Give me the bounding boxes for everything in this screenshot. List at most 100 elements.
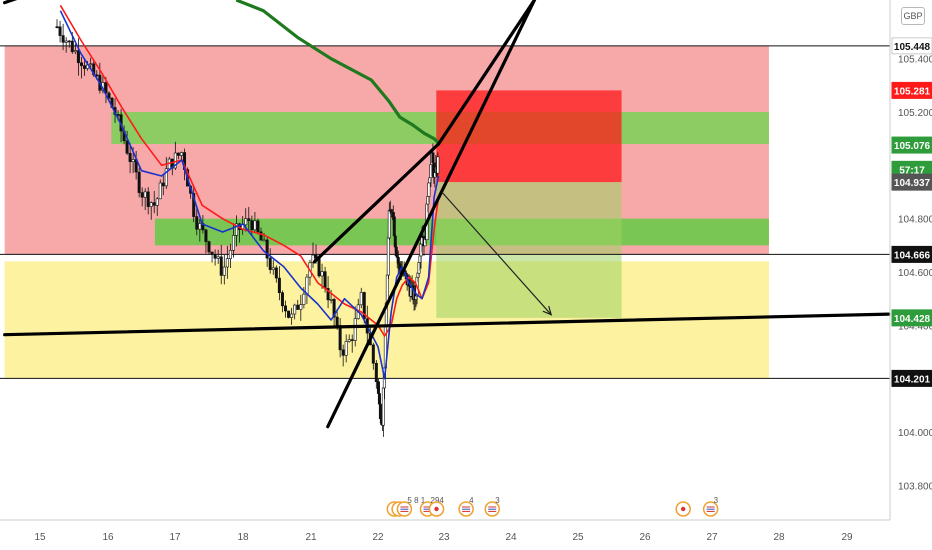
y-tick-label: 104.000	[898, 428, 932, 439]
candle-body	[146, 191, 150, 207]
candle-body	[179, 152, 183, 156]
candle-body	[280, 292, 284, 307]
candle-body	[268, 257, 272, 270]
candle-body	[332, 299, 336, 318]
candle-body	[350, 339, 354, 341]
y-tick-label: 104.400	[898, 321, 932, 332]
candle-body	[225, 258, 229, 268]
candle-body	[55, 26, 59, 28]
time-axis[interactable]: 15 16 17 18 21 22 23 24 25 26 27 28 29	[0, 519, 890, 543]
x-tick-label: 17	[169, 532, 181, 543]
event-label: 5 8 1	[407, 496, 425, 505]
candle-body	[392, 216, 396, 237]
price-badge-label: 57:17	[899, 165, 925, 176]
candle-body	[213, 254, 217, 259]
candle-layer	[55, 19, 440, 437]
candle-body	[317, 257, 321, 277]
candle-body	[222, 266, 226, 276]
candle-body	[323, 271, 327, 289]
candle-body	[247, 218, 251, 221]
price-badge	[891, 309, 932, 327]
candle-body	[176, 152, 180, 156]
candle-body	[140, 192, 144, 198]
trendline-support	[3, 312, 891, 337]
candle-body	[143, 191, 147, 198]
candle-body	[250, 220, 254, 231]
candle-body	[287, 310, 291, 318]
candle-body	[76, 50, 80, 64]
candle-body	[83, 65, 87, 69]
candle-body	[359, 292, 363, 306]
candle-body	[341, 349, 345, 356]
y-tick-label: 105.200	[898, 108, 932, 119]
price-axis[interactable]: 105.400 105.200 104.800 104.600 104.400 104.0…	[889, 0, 932, 520]
price-badge-label: 104.201	[894, 374, 931, 385]
x-tick-label: 22	[372, 532, 384, 543]
candle-body	[427, 182, 431, 197]
price-badge-label: 105.076	[894, 141, 931, 152]
price-badge	[891, 369, 932, 387]
x-tick-label: 15	[34, 532, 46, 543]
candle-body	[131, 159, 135, 162]
candle-body	[374, 362, 378, 383]
currency-label[interactable]: GBP	[901, 7, 925, 25]
candle-body	[192, 193, 196, 217]
candle-body	[299, 304, 303, 310]
candle-body	[344, 341, 348, 356]
candle-body	[61, 35, 65, 43]
candle-body	[161, 182, 165, 187]
trendline-wedge-upper	[312, 142, 441, 264]
candle-body	[195, 216, 199, 230]
candle-body	[198, 223, 202, 230]
candle-body	[244, 218, 248, 226]
candle-body	[128, 152, 132, 162]
candle-body	[70, 40, 74, 53]
candle-body	[386, 237, 390, 276]
candle-body	[207, 241, 211, 253]
price-badge-label: 104.666	[894, 250, 931, 261]
candle-body	[387, 209, 391, 239]
candle-body	[125, 140, 129, 154]
x-tick-label: 28	[773, 532, 785, 543]
candle-body	[326, 288, 330, 301]
event-label: 294	[431, 496, 445, 505]
ma-red-line	[59, 4, 440, 337]
x-tick-label: 21	[305, 532, 317, 543]
ma-blue-line	[59, 10, 440, 380]
candle-body	[302, 293, 306, 305]
ma-long-line	[235, 0, 441, 146]
candle-body	[283, 305, 287, 312]
price-badge-label: 105.448	[894, 42, 931, 53]
candle-body	[347, 339, 351, 342]
candle-body	[436, 156, 440, 174]
x-tick-label: 18	[237, 532, 249, 543]
price-badge-label: 104.937	[894, 178, 931, 189]
trendline-prior-line	[3, 0, 18, 5]
candle-body	[219, 256, 223, 276]
trendline-layer	[3, 0, 891, 429]
event-label: 3	[495, 496, 500, 505]
x-tick-label: 24	[505, 532, 517, 543]
price-badge	[891, 245, 932, 263]
price-badge	[891, 81, 932, 99]
x-tick-label: 26	[639, 532, 651, 543]
y-tick-label: 103.800	[898, 481, 932, 492]
candle-body	[296, 304, 300, 310]
y-tick-label: 104.600	[898, 268, 932, 279]
candle-body	[73, 50, 77, 53]
candle-body	[259, 231, 263, 241]
y-tick-label: 105.400	[898, 55, 932, 66]
candle-body	[329, 299, 333, 301]
event-layer: 5 8 1 294 4 3 3	[386, 496, 719, 517]
candle-body	[371, 344, 375, 364]
candle-body	[67, 40, 71, 43]
candle-body	[231, 235, 235, 251]
x-tick-label: 25	[572, 532, 584, 543]
trendline-wedge-lower	[326, 0, 537, 429]
x-tick-label: 23	[438, 532, 450, 543]
candle-body	[320, 271, 324, 277]
candle-body	[107, 92, 111, 99]
candle-body	[173, 152, 177, 169]
price-badge-label: 104.428	[894, 314, 931, 325]
